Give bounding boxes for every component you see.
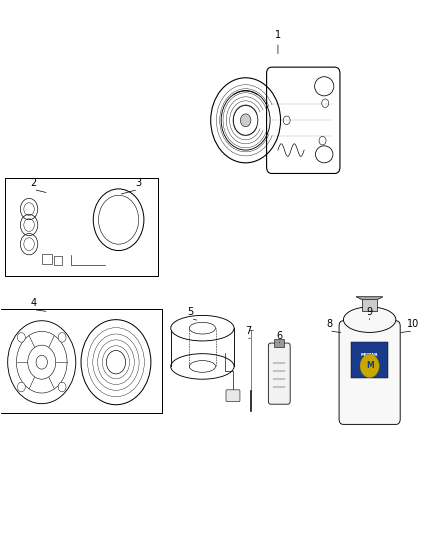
FancyBboxPatch shape	[339, 321, 400, 424]
FancyBboxPatch shape	[268, 343, 290, 404]
Text: 7: 7	[246, 326, 252, 336]
Text: 5: 5	[187, 306, 194, 317]
Circle shape	[240, 114, 251, 127]
Bar	[351, 342, 388, 378]
Bar	[42, 254, 52, 264]
Polygon shape	[357, 297, 383, 300]
Circle shape	[36, 356, 47, 369]
Circle shape	[360, 354, 379, 377]
Ellipse shape	[189, 322, 215, 334]
Text: 1: 1	[275, 30, 281, 41]
Text: 6: 6	[276, 330, 283, 341]
Circle shape	[58, 333, 66, 342]
Ellipse shape	[171, 316, 234, 341]
Text: MOPAR: MOPAR	[361, 353, 378, 357]
Circle shape	[58, 382, 66, 392]
Text: 4: 4	[30, 297, 36, 308]
Text: 3: 3	[135, 177, 141, 188]
Text: 8: 8	[326, 319, 332, 329]
Text: M: M	[366, 361, 374, 370]
Circle shape	[106, 351, 126, 374]
Circle shape	[18, 382, 25, 392]
Text: 9: 9	[367, 306, 373, 317]
FancyBboxPatch shape	[226, 390, 240, 401]
Bar	[5, 177, 158, 276]
Circle shape	[18, 333, 25, 342]
Text: 2: 2	[30, 177, 36, 188]
Text: 10: 10	[407, 319, 420, 329]
Bar	[0, 309, 162, 413]
Bar	[54, 256, 62, 265]
Bar	[362, 300, 378, 311]
Ellipse shape	[343, 307, 396, 333]
Bar	[275, 339, 284, 348]
